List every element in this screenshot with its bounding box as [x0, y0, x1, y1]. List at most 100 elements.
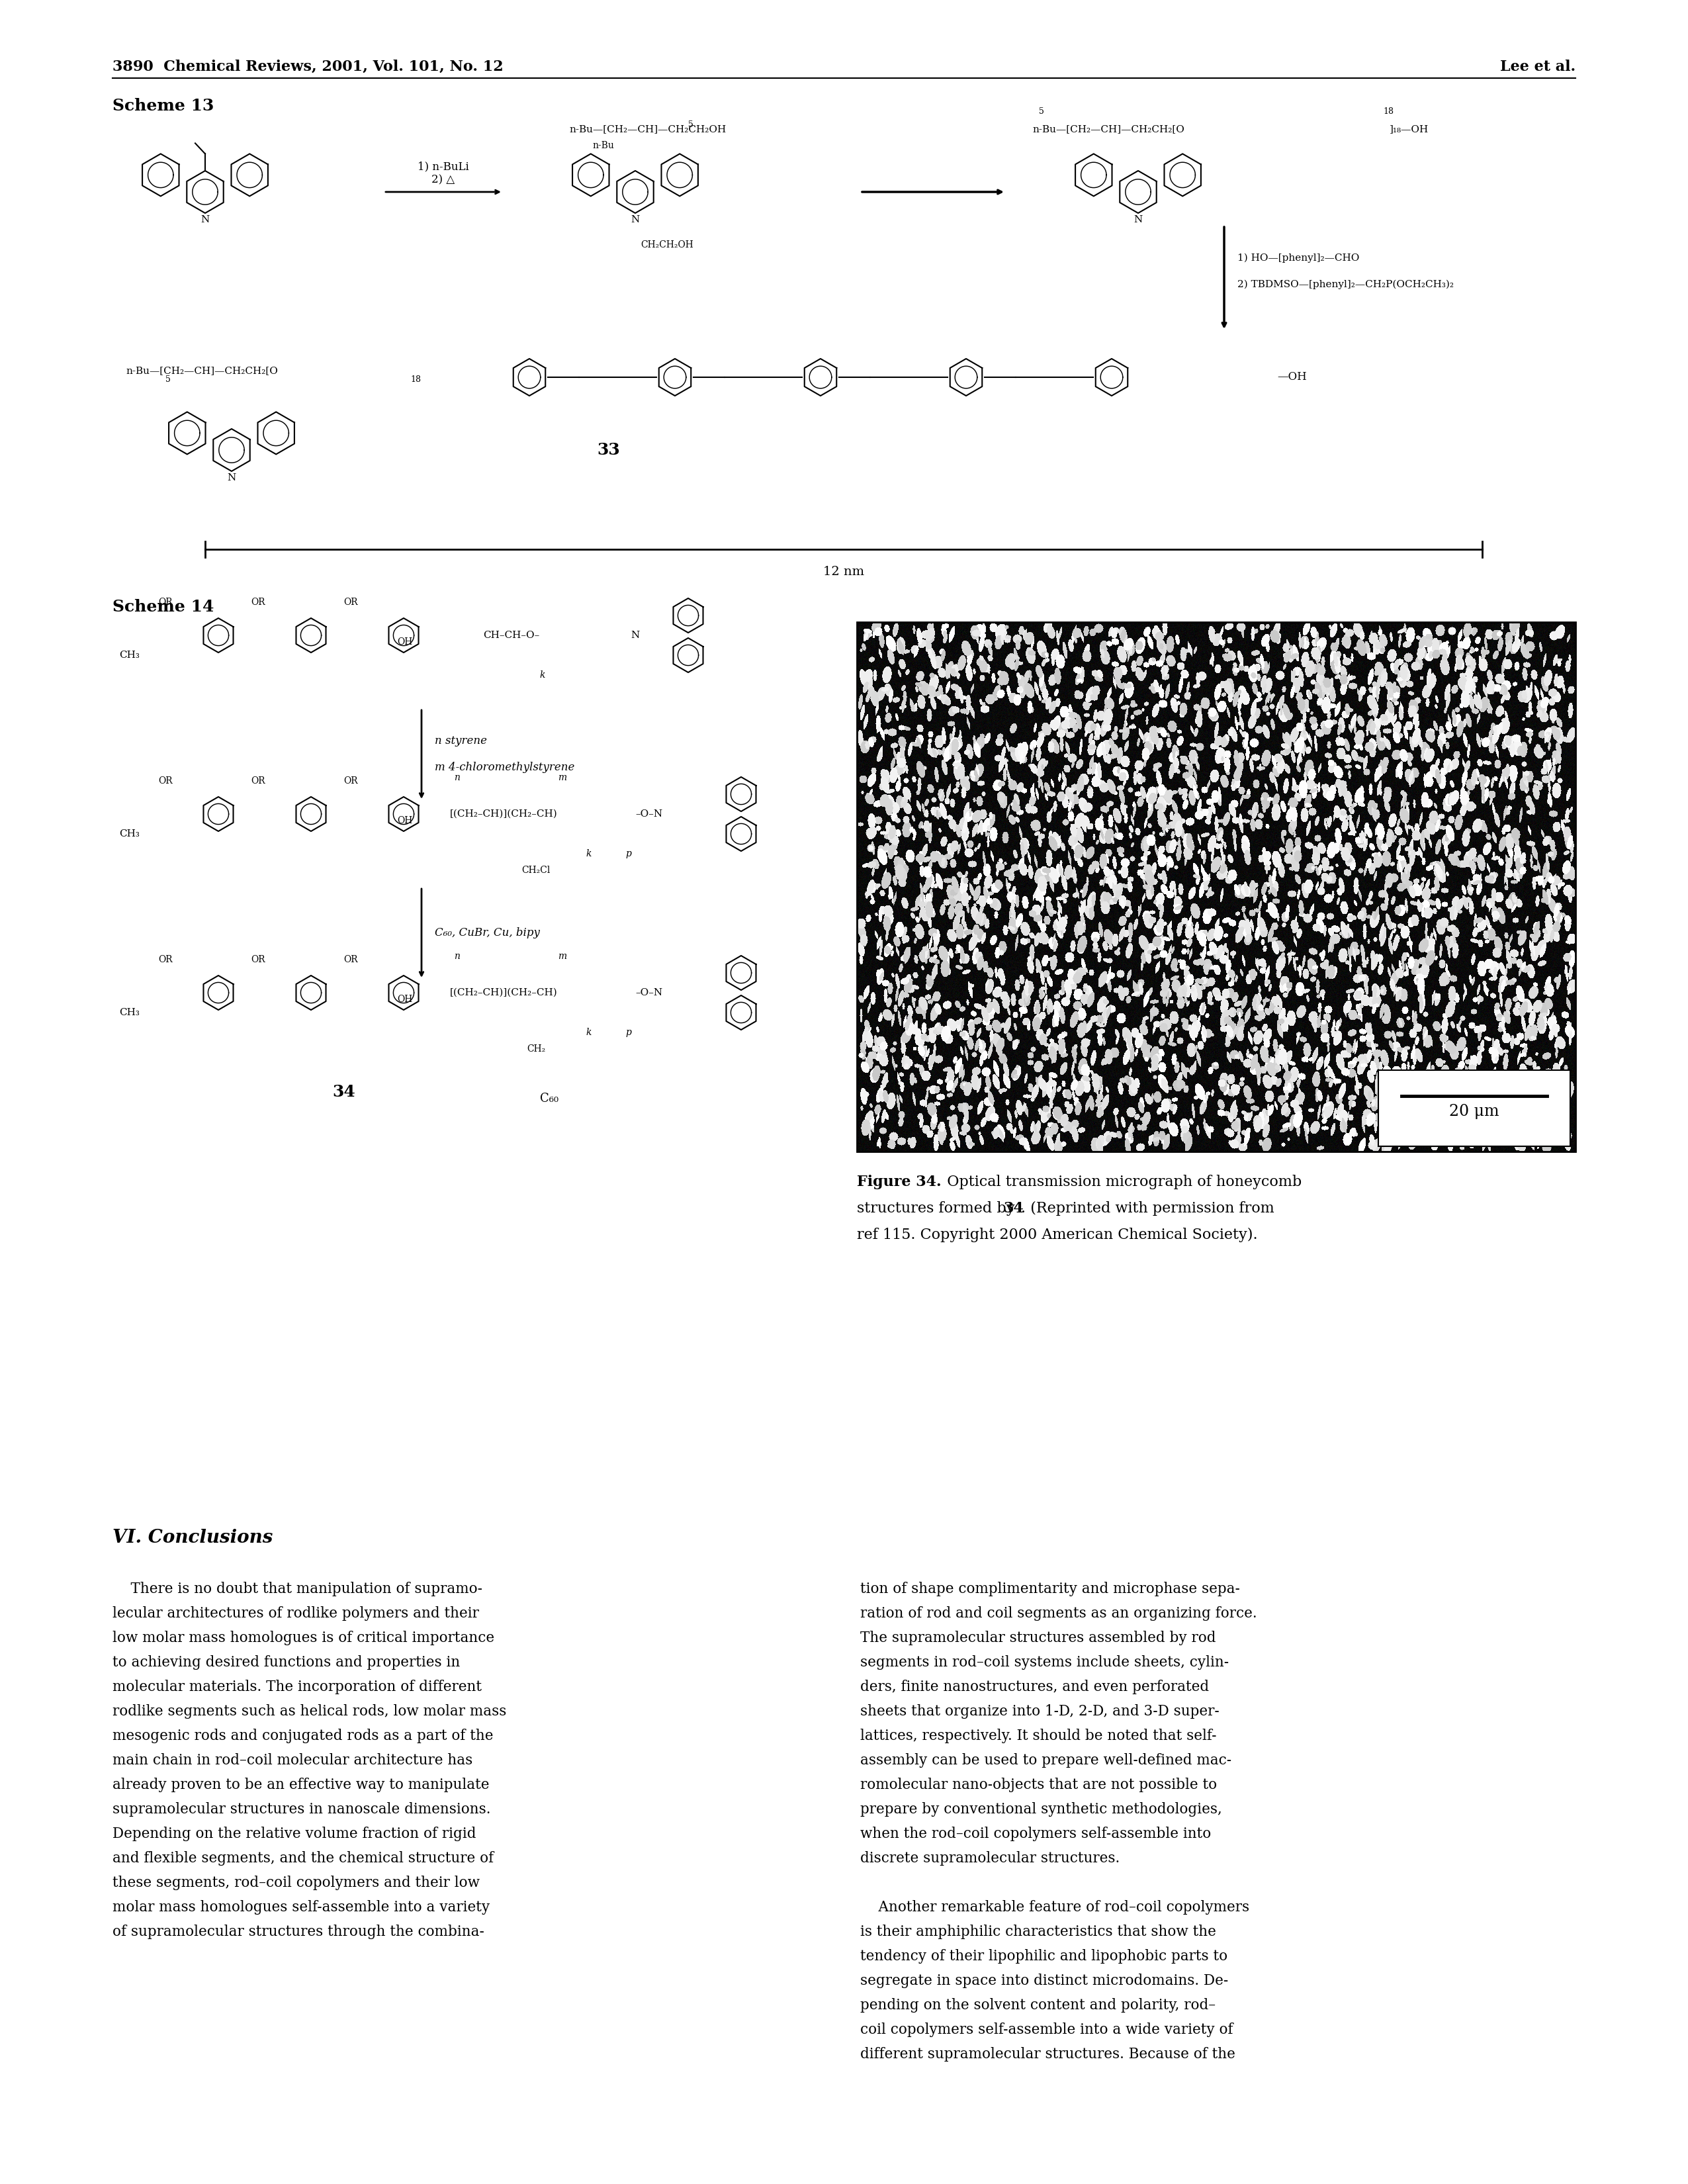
Text: m 4-chloromethylstyrene: m 4-chloromethylstyrene: [436, 762, 574, 773]
Text: assembly can be used to prepare well-defined mac-: assembly can be used to prepare well-def…: [861, 1754, 1232, 1767]
Text: coil copolymers self-assemble into a wide variety of: coil copolymers self-assemble into a wid…: [861, 2022, 1232, 2038]
Text: segments in rod–coil systems include sheets, cylin-: segments in rod–coil systems include she…: [861, 1655, 1229, 1671]
Text: 1) n-BuLi: 1) n-BuLi: [417, 162, 469, 173]
Text: n-Bu: n-Bu: [592, 140, 614, 151]
Text: –O–N: –O–N: [635, 987, 662, 998]
Text: 20 μm: 20 μm: [1450, 1103, 1499, 1118]
Text: N: N: [228, 474, 236, 483]
Text: romolecular nano-objects that are not possible to: romolecular nano-objects that are not po…: [861, 1778, 1217, 1793]
Text: Scheme 14: Scheme 14: [113, 598, 214, 616]
Text: when the rod–coil copolymers self-assemble into: when the rod–coil copolymers self-assemb…: [861, 1826, 1210, 1841]
Text: ]₁₈—OH: ]₁₈—OH: [1389, 124, 1428, 133]
Text: 1) HO—[phenyl]₂—CHO: 1) HO—[phenyl]₂—CHO: [1237, 253, 1359, 262]
Text: already proven to be an effective way to manipulate: already proven to be an effective way to…: [113, 1778, 490, 1793]
Text: supramolecular structures in nanoscale dimensions.: supramolecular structures in nanoscale d…: [113, 1802, 491, 1817]
Text: ref 115. Copyright 2000 American Chemical Society).: ref 115. Copyright 2000 American Chemica…: [858, 1227, 1258, 1243]
Text: OR: OR: [344, 598, 358, 607]
Text: 5: 5: [689, 120, 694, 129]
Text: molar mass homologues self-assemble into a variety: molar mass homologues self-assemble into…: [113, 1900, 490, 1915]
Text: segregate in space into distinct microdomains. De-: segregate in space into distinct microdo…: [861, 1974, 1229, 1987]
Text: There is no doubt that manipulation of supramo-: There is no doubt that manipulation of s…: [113, 1581, 483, 1597]
Text: molecular materials. The incorporation of different: molecular materials. The incorporation o…: [113, 1679, 481, 1695]
Text: sheets that organize into 1-D, 2-D, and 3-D super-: sheets that organize into 1-D, 2-D, and …: [861, 1704, 1219, 1719]
Text: 12 nm: 12 nm: [824, 566, 864, 579]
Text: lecular architectures of rodlike polymers and their: lecular architectures of rodlike polymer…: [113, 1605, 479, 1621]
Text: of supramolecular structures through the combina-: of supramolecular structures through the…: [113, 1924, 484, 1939]
Text: Another remarkable feature of rod–coil copolymers: Another remarkable feature of rod–coil c…: [861, 1900, 1249, 1915]
Text: n-Bu—[CH₂—CH]—CH₂CH₂[O: n-Bu—[CH₂—CH]—CH₂CH₂[O: [1033, 124, 1185, 133]
Text: CH₂Cl: CH₂Cl: [522, 865, 550, 876]
Text: ders, finite nanostructures, and even perforated: ders, finite nanostructures, and even pe…: [861, 1679, 1209, 1695]
Text: p: p: [626, 850, 631, 858]
Text: n: n: [454, 952, 459, 961]
Text: CH₃: CH₃: [120, 1009, 140, 1018]
Text: tendency of their lipophilic and lipophobic parts to: tendency of their lipophilic and lipopho…: [861, 1948, 1227, 1963]
Text: [(CH₂–CH)](CH₂–CH): [(CH₂–CH)](CH₂–CH): [451, 810, 557, 819]
Text: 3890  Chemical Reviews, 2001, Vol. 101, No. 12: 3890 Chemical Reviews, 2001, Vol. 101, N…: [113, 59, 503, 74]
Text: tion of shape complimentarity and microphase sepa-: tion of shape complimentarity and microp…: [861, 1581, 1241, 1597]
Text: OR: OR: [344, 954, 358, 965]
Text: OH: OH: [397, 994, 412, 1005]
Text: m: m: [559, 952, 567, 961]
Text: OR: OR: [159, 775, 172, 786]
Text: 18: 18: [1382, 107, 1394, 116]
Text: n styrene: n styrene: [436, 736, 488, 747]
Bar: [1379, 1070, 1570, 1147]
Text: OR: OR: [252, 954, 265, 965]
Text: N: N: [1134, 214, 1143, 225]
Text: discrete supramolecular structures.: discrete supramolecular structures.: [861, 1852, 1119, 1865]
Text: The supramolecular structures assembled by rod: The supramolecular structures assembled …: [861, 1631, 1215, 1645]
Text: structures formed by: structures formed by: [858, 1201, 1020, 1216]
Text: —OH: —OH: [1278, 371, 1307, 382]
Text: mesogenic rods and conjugated rods as a part of the: mesogenic rods and conjugated rods as a …: [113, 1730, 493, 1743]
Text: OR: OR: [252, 775, 265, 786]
Text: to achieving desired functions and properties in: to achieving desired functions and prope…: [113, 1655, 461, 1671]
Text: these segments, rod–coil copolymers and their low: these segments, rod–coil copolymers and …: [113, 1876, 479, 1889]
Text: and flexible segments, and the chemical structure of: and flexible segments, and the chemical …: [113, 1852, 493, 1865]
Text: n-Bu—[CH₂—CH]—CH₂CH₂[O: n-Bu—[CH₂—CH]—CH₂CH₂[O: [125, 367, 279, 376]
Text: p: p: [626, 1029, 631, 1037]
Text: CH₃: CH₃: [120, 651, 140, 660]
Text: Optical transmission micrograph of honeycomb: Optical transmission micrograph of honey…: [937, 1175, 1301, 1190]
Text: VI. Conclusions: VI. Conclusions: [113, 1529, 273, 1546]
Text: OR: OR: [159, 598, 172, 607]
Text: CH₂CH₂OH: CH₂CH₂OH: [641, 240, 694, 249]
Text: 2) △: 2) △: [432, 175, 456, 186]
Text: 18: 18: [410, 376, 420, 384]
Text: 34: 34: [1004, 1201, 1025, 1216]
Text: n: n: [454, 773, 459, 782]
Text: N: N: [201, 214, 209, 225]
Text: m: m: [559, 773, 567, 782]
Text: CH₂: CH₂: [527, 1044, 545, 1053]
Text: OR: OR: [252, 598, 265, 607]
Text: pending on the solvent content and polarity, rod–: pending on the solvent content and polar…: [861, 1998, 1215, 2014]
Text: C₆₀, CuBr, Cu, bipy: C₆₀, CuBr, Cu, bipy: [436, 928, 540, 939]
Text: different supramolecular structures. Because of the: different supramolecular structures. Bec…: [861, 2046, 1236, 2062]
Text: 33: 33: [598, 441, 619, 459]
Text: main chain in rod–coil molecular architecture has: main chain in rod–coil molecular archite…: [113, 1754, 473, 1767]
Text: k: k: [540, 670, 545, 679]
Text: –O–N: –O–N: [635, 810, 662, 819]
Text: N: N: [631, 214, 640, 225]
Text: OH: OH: [397, 817, 412, 826]
Text: CH–CH–O–: CH–CH–O–: [483, 631, 540, 640]
Text: k: k: [586, 1029, 592, 1037]
Text: OR: OR: [344, 775, 358, 786]
Text: Figure 34.: Figure 34.: [858, 1175, 942, 1190]
Text: is their amphiphilic characteristics that show the: is their amphiphilic characteristics tha…: [861, 1924, 1215, 1939]
Text: OH: OH: [397, 638, 412, 646]
Text: 2) TBDMSO—[phenyl]₂—CH₂P(OCH₂CH₃)₂: 2) TBDMSO—[phenyl]₂—CH₂P(OCH₂CH₃)₂: [1237, 280, 1453, 288]
Text: prepare by conventional synthetic methodologies,: prepare by conventional synthetic method…: [861, 1802, 1222, 1817]
Text: 5: 5: [165, 376, 170, 384]
Text: rodlike segments such as helical rods, low molar mass: rodlike segments such as helical rods, l…: [113, 1704, 506, 1719]
Text: . (Reprinted with permission from: . (Reprinted with permission from: [1021, 1201, 1274, 1216]
Text: k: k: [586, 850, 592, 858]
Text: OR: OR: [159, 954, 172, 965]
Text: 5: 5: [1038, 107, 1045, 116]
Bar: [858, 622, 1575, 1151]
Text: Scheme 13: Scheme 13: [113, 98, 214, 114]
Text: [(CH₂–CH)](CH₂–CH): [(CH₂–CH)](CH₂–CH): [451, 987, 557, 998]
Text: n-Bu—[CH₂—CH]—CH₂CH₂OH: n-Bu—[CH₂—CH]—CH₂CH₂OH: [569, 124, 726, 133]
Text: Lee et al.: Lee et al.: [1501, 59, 1575, 74]
Text: ration of rod and coil segments as an organizing force.: ration of rod and coil segments as an or…: [861, 1605, 1258, 1621]
